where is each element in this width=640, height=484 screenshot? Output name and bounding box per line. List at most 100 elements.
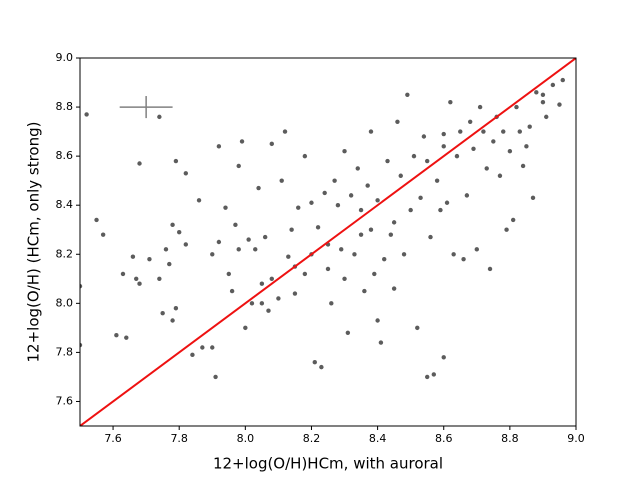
scatter-point [329,301,334,306]
scatter-point [425,158,430,164]
scatter-point [183,242,189,247]
scatter-point [124,335,129,340]
scatter-point [391,220,397,225]
scatter-point [200,345,205,350]
scatter-point [173,158,179,164]
scatter-point [342,276,347,281]
scatter-point [497,173,503,178]
scatter-point [339,247,344,252]
scatter-point [375,198,380,203]
scatter-point [467,119,473,124]
scatter-point [266,308,271,313]
scatter-point [405,92,410,98]
x-tick-label: 8.4 [369,432,387,445]
scatter-point [302,271,308,277]
scatter-point [325,266,331,272]
scatter-point [527,124,532,129]
x-tick-label: 7.8 [170,432,188,445]
scatter-point [372,271,377,277]
scatter-point [540,99,546,105]
scatter-point [269,276,274,281]
scatter-point [454,153,460,159]
scatter-point [269,141,274,147]
scatter-point [259,301,265,306]
scatter-point [444,200,450,205]
scatter-point [560,77,565,83]
scatter-point [388,232,394,237]
scatter-point [302,153,308,159]
scatter-point [441,355,446,360]
scatter-point [481,129,486,134]
scatter-point [163,247,169,252]
x-tick-label: 8.6 [435,432,453,445]
x-tick-label: 8.8 [501,432,519,445]
scatter-point [137,161,142,166]
scatter-point [210,252,215,257]
scatter-point [530,195,536,201]
scatter-point [348,193,354,198]
scatter-point [510,217,516,223]
scatter-point [296,205,301,210]
scatter-point [213,374,218,380]
scatter-point [471,146,476,151]
scatter-point [147,256,152,262]
scatter-point [438,207,443,213]
y-tick-label: 8.6 [56,149,74,162]
axes-frame [79,57,577,427]
scatter-point [524,144,529,149]
x-tick-label: 7.6 [104,432,122,445]
scatter-point [80,283,83,289]
scatter-point [216,239,222,245]
scatter-point [282,129,288,134]
scatter-point [233,222,238,228]
y-tick-label: 7.6 [56,394,74,407]
scatter-point [418,195,423,201]
scatter-point [358,207,364,213]
scatter-point [137,281,142,286]
scatter-point [514,104,519,110]
scatter-point [173,306,179,311]
scatter-point [130,254,136,259]
scatter-point [368,129,374,134]
scatter-point [183,171,189,176]
scatter-point [134,276,139,281]
scatter-point [425,374,430,380]
scatter-point [464,193,470,198]
scatter-point [94,217,99,223]
scatter-point [322,190,327,196]
scatter-point [167,261,172,267]
scatter-point [229,288,235,294]
scatter-point [170,222,175,228]
y-tick-label: 9.0 [56,51,74,64]
scatter-point [534,90,539,95]
scatter-point [236,163,241,169]
scatter-point [474,247,479,252]
scatter-point [246,237,251,242]
scatter-point [550,82,556,88]
scatter-point [401,252,407,257]
scatter-point [477,104,483,110]
scatter-point [415,325,420,331]
scatter-point [441,131,446,137]
scatter-point [262,234,268,240]
scatter-point [411,153,417,159]
scatter-point [520,163,526,169]
scatter-point [428,234,433,240]
scatter-point [365,183,370,188]
scatter-point [196,198,202,203]
y-tick-label: 7.8 [56,345,74,358]
scatter-point [557,102,562,107]
scatter-point [517,129,522,134]
scatter-point [385,158,390,164]
scatter-point [253,247,258,252]
plot-area [80,58,576,426]
scatter-point [315,225,321,230]
scatter-point [114,333,119,338]
scatter-point [170,318,175,323]
scatter-point [223,205,228,210]
scatter-point [540,92,546,98]
scatter-point [80,342,83,348]
scatter-point [249,301,255,306]
scatter-point [190,352,195,358]
y-axis-label: 12+log(O/H) (HCm, only strong) [25,122,43,363]
